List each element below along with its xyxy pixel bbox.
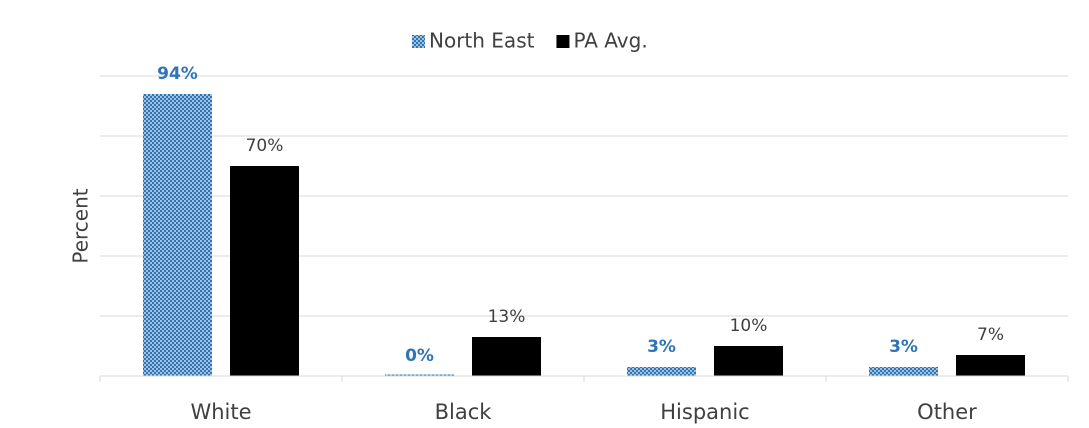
data-label: 13% xyxy=(488,307,526,327)
bar xyxy=(230,166,299,376)
x-tick-label: Other xyxy=(917,400,977,424)
x-tick-label: White xyxy=(190,400,251,424)
data-label: 3% xyxy=(647,337,676,357)
bar xyxy=(385,374,454,376)
data-label: 10% xyxy=(730,316,768,336)
data-label: 70% xyxy=(246,136,284,156)
bar xyxy=(627,367,696,376)
data-label: 3% xyxy=(889,337,918,357)
bar xyxy=(869,367,938,376)
x-tick-label: Black xyxy=(435,400,493,424)
data-label: 0% xyxy=(405,346,434,366)
data-label: 94% xyxy=(157,64,198,84)
bar xyxy=(472,337,541,376)
bar xyxy=(714,346,783,376)
legend-swatch xyxy=(556,35,570,48)
y-axis-label: Percent xyxy=(69,188,93,263)
data-label: 7% xyxy=(977,325,1004,345)
bar xyxy=(956,355,1025,376)
legend-swatch xyxy=(412,35,425,48)
x-tick-label: Hispanic xyxy=(660,400,749,424)
legend-label: North East xyxy=(429,29,535,53)
bar xyxy=(143,94,212,376)
legend-label: PA Avg. xyxy=(573,29,647,53)
